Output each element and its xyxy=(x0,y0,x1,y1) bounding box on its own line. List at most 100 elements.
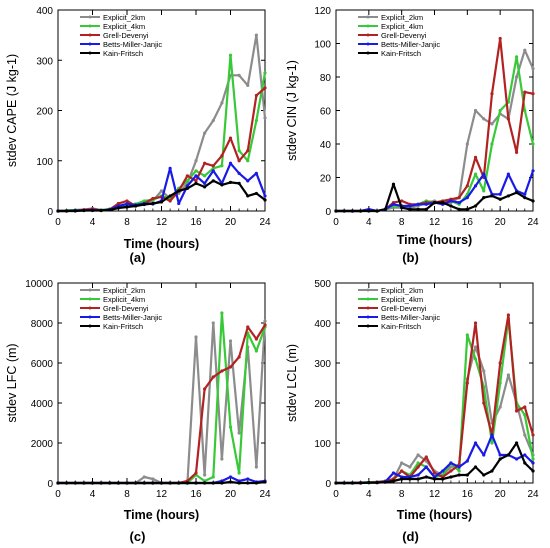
y-tick-label: 100 xyxy=(314,439,331,450)
data-point xyxy=(228,180,233,184)
data-point xyxy=(531,67,535,71)
data-point xyxy=(465,473,469,477)
data-point xyxy=(246,481,250,485)
data-point xyxy=(531,199,535,203)
data-point xyxy=(383,207,387,211)
data-point xyxy=(350,481,355,485)
x-tick-label: 24 xyxy=(527,489,539,500)
x-tick-label: 20 xyxy=(225,489,237,500)
legend-marker xyxy=(366,324,370,328)
x-tick-label: 16 xyxy=(190,489,202,500)
x-tick-label: 8 xyxy=(124,217,130,228)
legend-label: Explicit_2km xyxy=(103,286,145,295)
x-axis-title: Time (hours) xyxy=(124,508,199,522)
data-point xyxy=(237,481,241,485)
data-point xyxy=(151,201,155,206)
data-point xyxy=(416,202,420,206)
data-point xyxy=(220,154,224,158)
data-point xyxy=(441,201,445,205)
data-point xyxy=(465,459,469,463)
data-point xyxy=(424,202,428,206)
data-point xyxy=(457,469,461,473)
data-point xyxy=(228,475,233,479)
legend-label: Explicit_4km xyxy=(103,295,145,304)
data-point xyxy=(490,469,494,473)
y-tick-label: 300 xyxy=(36,56,53,67)
data-point xyxy=(416,465,420,469)
legend-label: Explicit_4km xyxy=(103,22,145,31)
legend-marker xyxy=(88,42,92,46)
data-point xyxy=(514,441,519,445)
legend-marker xyxy=(88,324,92,328)
data-point xyxy=(228,425,233,429)
data-point xyxy=(465,142,469,146)
data-point xyxy=(449,204,453,208)
data-point xyxy=(498,457,502,461)
data-point xyxy=(263,116,267,120)
legend-label: Grell-Devenyi xyxy=(103,304,149,313)
data-point xyxy=(514,55,519,59)
data-point xyxy=(482,453,486,457)
data-point xyxy=(211,375,215,379)
y-tick-label: 10000 xyxy=(25,279,53,290)
legend-marker xyxy=(366,33,370,37)
data-point xyxy=(490,433,494,437)
legend-marker xyxy=(366,306,370,310)
data-point xyxy=(473,155,478,159)
data-point xyxy=(263,323,267,327)
data-point xyxy=(350,209,355,213)
data-point xyxy=(408,207,412,211)
legend-label: Explicit_2km xyxy=(103,13,145,22)
data-point xyxy=(194,174,198,178)
data-point xyxy=(194,169,198,173)
data-point xyxy=(490,441,494,445)
data-point xyxy=(490,142,494,146)
legend-marker xyxy=(366,297,370,301)
data-point xyxy=(125,205,129,209)
data-point xyxy=(531,433,535,437)
data-point xyxy=(246,194,250,198)
x-tick-label: 0 xyxy=(55,217,61,228)
data-point xyxy=(56,209,60,213)
x-tick-label: 24 xyxy=(259,217,271,228)
legend-marker xyxy=(366,51,370,55)
legend-marker xyxy=(366,288,370,292)
data-point xyxy=(531,461,535,465)
data-point xyxy=(246,149,250,153)
data-point xyxy=(134,204,138,208)
x-tick-label: 4 xyxy=(90,489,96,500)
data-point xyxy=(237,159,241,163)
data-point xyxy=(424,465,428,469)
data-point xyxy=(375,209,379,213)
data-point xyxy=(254,481,258,485)
legend-marker xyxy=(88,297,92,301)
data-point xyxy=(246,179,250,183)
x-tick-label: 0 xyxy=(333,489,339,500)
data-point xyxy=(116,481,120,485)
data-point xyxy=(177,201,181,206)
x-tick-label: 20 xyxy=(495,489,507,500)
data-point xyxy=(159,200,164,204)
data-point xyxy=(168,166,172,170)
data-point xyxy=(342,209,346,213)
data-point xyxy=(465,184,469,188)
x-axis-title: Time (hours) xyxy=(397,233,472,247)
y-tick-label: 0 xyxy=(47,479,53,490)
data-point xyxy=(408,204,412,208)
data-point xyxy=(185,184,189,188)
data-point xyxy=(449,465,453,469)
data-point xyxy=(203,473,207,477)
legend-label: Kain-Fritsch xyxy=(381,322,421,331)
data-point xyxy=(142,199,146,203)
data-point xyxy=(237,171,241,175)
data-point xyxy=(359,209,363,213)
data-point xyxy=(424,455,428,459)
data-point xyxy=(203,185,207,189)
data-point xyxy=(151,477,155,481)
data-point xyxy=(465,207,469,211)
data-point xyxy=(203,161,207,165)
legend-marker xyxy=(366,15,370,19)
data-point xyxy=(254,191,258,196)
data-point xyxy=(203,387,207,391)
data-point xyxy=(220,457,224,461)
